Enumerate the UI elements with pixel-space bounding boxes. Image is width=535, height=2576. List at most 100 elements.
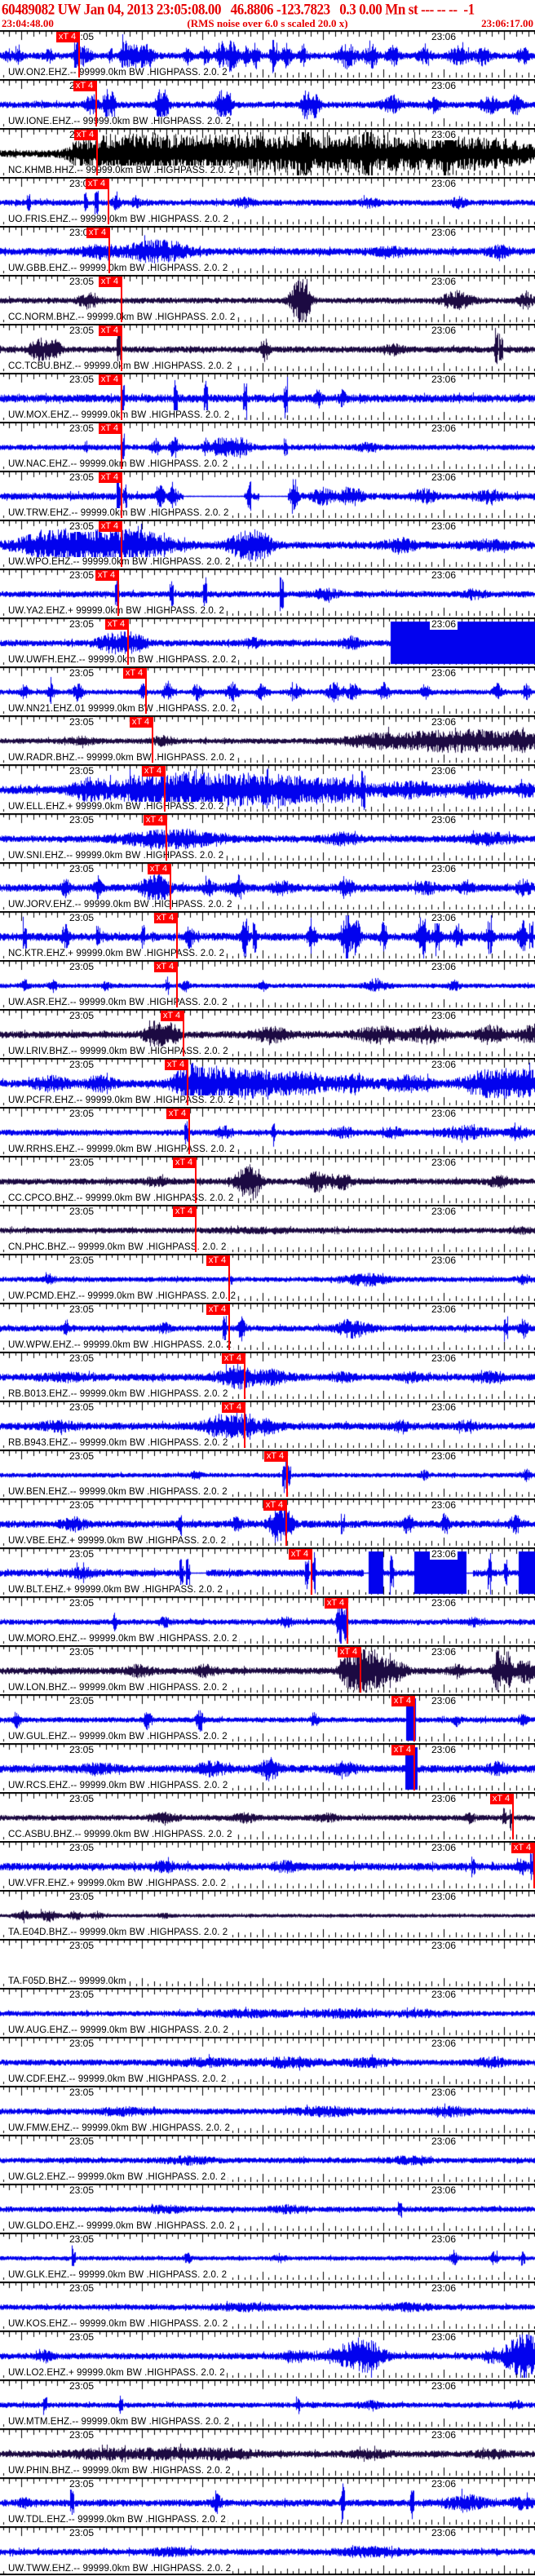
time-tick-label-2306: 23:06 [429,1744,458,1755]
time-tick-label-2306: 23:06 [429,1255,458,1266]
pick-flag[interactable]: xT 4 [148,864,170,874]
pick-flag[interactable]: xT 4 [391,1745,413,1755]
pick-flag[interactable]: xT 4 [95,570,117,581]
time-tick-label-2305: 23:05 [67,1059,96,1070]
trace-label: UW.PHIN.BHZ.-- 99999.0km BW .HIGHPASS. 2… [7,2466,232,2476]
time-tick-label-2306: 23:06 [429,1059,458,1070]
trace-row: 23:05 23:06 xT 4 UW.UWFH.EHZ.-- 99999.0k… [0,617,535,666]
pick-flag[interactable]: xT 4 [99,423,121,434]
pick-flag[interactable]: xT 4 [99,277,121,287]
time-tick-label-2306: 23:06 [429,569,458,581]
pick-flag[interactable]: xT 4 [99,325,121,336]
pick-flag[interactable]: xT 4 [325,1598,347,1609]
time-tick-label-2305: 23:05 [67,961,96,972]
pick-flag[interactable]: xT 4 [222,1353,244,1364]
trace-row: 23:05 23:06 xT 4 UW.ON2.EHZ.-- 99999.0km… [0,30,535,79]
time-tick-label-2306: 23:06 [429,2527,458,2538]
trace-label: UW.FMW.EHZ.-- 99999.0km BW .HIGHPASS. 2.… [7,2123,232,2133]
trace-label: UW.RADR.BHZ.-- 99999.0km BW .HIGHPASS. 2… [7,753,237,763]
trace-label: UW.GUL.EHZ.-- 99999.0km BW .HIGHPASS. 2.… [7,1732,229,1742]
pick-flag[interactable]: xT 4 [123,668,145,679]
trace-row: 23:05 23:06 xT 4 UW.WPO.EHZ.-- 99999.0km… [0,520,535,569]
trace-label: UW.TRW.EHZ.-- 99999.0km BW .HIGHPASS. 2.… [7,508,231,518]
trace-label: NC.KHMB.HHZ.-- 99999.0km BW .HIGHPASS. 2… [7,166,237,175]
pick-flag[interactable]: xT 4 [99,472,121,483]
pick-flag[interactable]: xT 4 [74,130,96,140]
time-tick-label-2306: 23:06 [429,2038,458,2049]
pick-flag[interactable]: xT 4 [289,1549,311,1560]
pick-flag[interactable]: xT 4 [154,913,176,923]
pick-flag[interactable]: xT 4 [130,717,152,728]
pick-line [244,1402,245,1448]
pick-flag[interactable]: xT 4 [73,81,95,91]
trace-label: UW.ELL.EHZ.+ 99999.0km BW .HIGHPASS. 2.0… [7,802,226,812]
trace-row: 23:05 23:06 xT 4 UW.BEN.EHZ.-- 99999.0km… [0,1450,535,1498]
time-tick-label-2306: 23:06 [429,276,458,287]
time-tick-label-2305: 23:05 [67,2380,96,2392]
trace-row: 23:05 23:06 UW.GLDO.EHZ.-- 99999.0km BW … [0,2184,535,2233]
trace-label: UW.PCMD.EHZ.-- 99999.0km BW .HIGHPASS. 2… [7,1291,238,1301]
pick-flag[interactable]: xT 4 [142,766,164,777]
trace-row: 23:05 23:06 xT 4 UW.WPW.EHZ.-- 99999.0km… [0,1303,535,1352]
pick-flag[interactable]: xT 4 [222,1402,244,1413]
trace-label: RB.B943.EHZ.-- 99999.0km BW .HIGHPASS. 2… [7,1438,230,1448]
pick-flag[interactable]: xT 4 [391,1696,413,1706]
time-tick-label-2305: 23:05 [67,569,96,581]
trace-label: UW.SNI.EHZ.-- 99999.0km BW .HIGHPASS. 2.… [7,851,226,861]
pick-flag[interactable]: xT 4 [99,374,121,385]
time-tick-label-2306: 23:06 [429,667,458,679]
pick-line [413,1745,415,1790]
trace-label: UW.RCS.EHZ.-- 99999.0km BW .HIGHPASS. 2.… [7,1781,230,1790]
pick-line [96,130,98,175]
trace-row: 23:05 23:06 xT 4 UW.PCMD.EHZ.-- 99999.0k… [0,1254,535,1303]
trace-label: UW.BLT.EHZ.+ 99999.0km BW .HIGHPASS. 2.0… [7,1585,225,1595]
trace-label: CC.ASBU.BHZ.-- 99999.0km BW .HIGHPASS. 2… [7,1830,234,1839]
pick-flag[interactable]: xT 4 [166,1109,188,1119]
trace-row: 23:05 23:06 UW.TWW.EHZ.-- 99999.0km BW .… [0,2526,535,2575]
pick-flag[interactable]: xT 4 [105,619,127,630]
pick-flag[interactable]: xT 4 [99,521,121,532]
trace-label: UW.LRIV.BHZ.-- 99999.0km BW .HIGHPASS. 2… [7,1047,230,1056]
pick-flag[interactable]: xT 4 [206,1304,228,1315]
pick-flag[interactable]: xT 4 [263,1500,285,1511]
pick-flag[interactable]: xT 4 [86,179,108,189]
time-tick-label-2305: 23:05 [67,1989,96,2000]
pick-flag[interactable]: xT 4 [154,962,176,972]
time-tick-label-2306: 23:06 [429,227,458,238]
trace-label: UW.YA2.EHZ.+ 99999.0km BW .HIGHPASS. 2.0… [7,606,226,616]
trace-row: 23:05 23:06 xT 4 UW.MORO.EHZ.-- 99999.0k… [0,1596,535,1645]
pick-line [244,1353,245,1399]
time-tick-label-2306: 23:06 [429,1401,458,1413]
pick-flag[interactable]: xT 4 [490,1794,512,1804]
time-tick-label-2306: 23:06 [429,31,458,42]
pick-flag[interactable]: xT 4 [173,1206,195,1217]
time-tick-label-2306: 23:06 [429,1646,458,1658]
time-tick-label-2305: 23:05 [67,667,96,679]
pick-flag[interactable]: xT 4 [56,32,78,42]
trace-row: 23:05 23:06 UW.KOS.EHZ.-- 99999.0km BW .… [0,2282,535,2330]
pick-line [152,717,153,763]
pick-flag[interactable]: xT 4 [338,1647,360,1658]
time-tick-label-2305: 23:05 [67,2184,96,2196]
trace-label: UW.WPW.EHZ.-- 99999.0km BW .HIGHPASS. 2.… [7,1340,233,1350]
pick-flag[interactable]: xT 4 [165,1060,187,1070]
time-tick-label-2306: 23:06 [429,814,458,825]
time-tick-label-2305: 23:05 [67,276,96,287]
pick-flag[interactable]: xT 4 [206,1255,228,1266]
time-tick-label-2306: 23:06 [429,1891,458,1902]
pick-flag[interactable]: xT 4 [264,1451,286,1462]
pick-flag[interactable]: xT 4 [173,1157,195,1168]
time-tick-label-2305: 23:05 [67,1010,96,1021]
time-tick-label-2305: 23:05 [67,325,96,336]
trace-label: UW.TWW.EHZ.-- 99999.0km BW .HIGHPASS. 2.… [7,2564,233,2574]
time-tick-label-2306: 23:06 [429,961,458,972]
trace-row: 23:05 23:06 xT 4 CN.PHC.BHZ.-- 99999.0km… [0,1205,535,1254]
pick-flag[interactable]: xT 4 [511,1843,533,1853]
pick-flag[interactable]: xT 4 [161,1011,183,1021]
time-tick-label-2306: 23:06 [429,374,458,385]
time-tick-label-2305: 23:05 [67,2478,96,2490]
trace-label: CC.CPCO.BHZ.-- 99999.0km BW .HIGHPASS. 2… [7,1193,236,1203]
pick-flag[interactable]: xT 4 [144,815,166,825]
trace-label: UW.MOX.EHZ.-- 99999.0km BW .HIGHPASS. 2.… [7,410,232,420]
pick-flag[interactable]: xT 4 [86,228,108,238]
